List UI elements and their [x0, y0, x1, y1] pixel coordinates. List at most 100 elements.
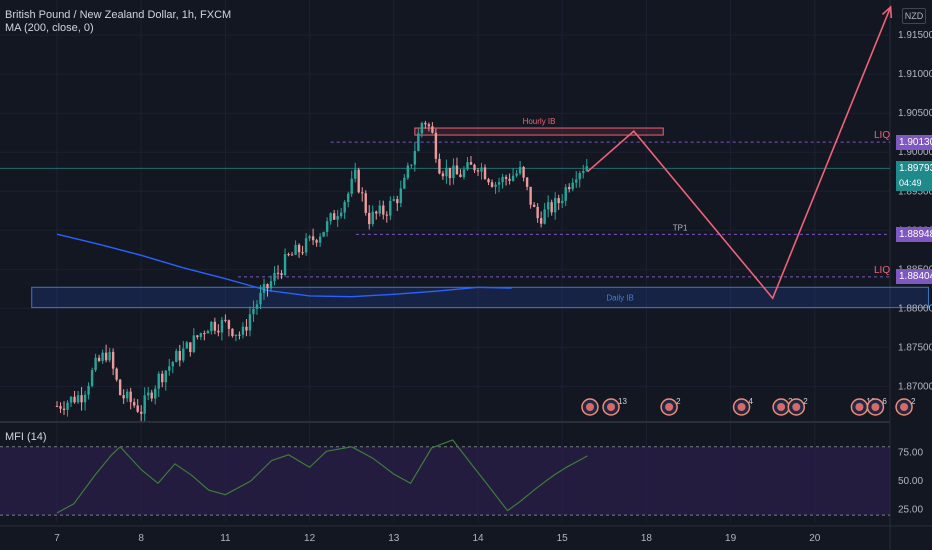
indicator-legend-ma[interactable]: MA (200, close, 0) — [5, 22, 94, 34]
candle-body — [539, 218, 543, 224]
event-count: 6 — [882, 397, 887, 406]
daily-ib-label: Daily IB — [606, 293, 634, 302]
event-flag-dot — [585, 403, 594, 411]
economic-event-flag-icon[interactable]: 2 — [787, 397, 808, 416]
event-markers-layer: 1324221062 — [581, 397, 916, 416]
candle-body — [132, 402, 136, 406]
price-tag-liq-upper: 1.90130 — [896, 134, 932, 150]
candle-body — [434, 132, 438, 159]
candle-body — [522, 166, 525, 178]
candle-body — [234, 334, 238, 337]
candle-body — [364, 193, 367, 213]
candle-body — [147, 392, 150, 396]
symbol-title[interactable]: British Pound / New Zealand Dollar, 1h, … — [5, 9, 232, 21]
candle-body — [452, 165, 455, 179]
candle-body — [318, 236, 322, 243]
candle-body — [301, 252, 304, 254]
candle-body — [308, 236, 311, 239]
candle-body — [445, 167, 448, 177]
candle-body — [255, 304, 259, 309]
time-tick-label: 14 — [472, 533, 484, 544]
price-tick-label: 1.91000 — [898, 69, 932, 80]
candle-body — [83, 394, 87, 403]
candle-body — [315, 240, 318, 243]
time-tick-label: 15 — [557, 533, 569, 544]
candle-body — [154, 388, 157, 399]
candle-body — [224, 319, 227, 321]
candle-body — [217, 330, 220, 333]
candle-body — [220, 319, 224, 333]
candle-body — [238, 334, 241, 336]
candle-body — [294, 244, 297, 255]
candle-body — [389, 200, 392, 216]
candle-body — [546, 202, 550, 210]
candle-body — [487, 179, 490, 183]
time-tick-label: 18 — [641, 533, 653, 544]
candle-body — [441, 173, 445, 177]
candle-body — [182, 348, 185, 361]
candle-body — [322, 231, 325, 237]
candle-body — [210, 321, 213, 332]
price-tick-label: 1.87000 — [898, 381, 932, 392]
economic-event-flag-icon[interactable]: 2 — [660, 397, 681, 416]
economic-event-flag-icon[interactable]: 13 — [602, 397, 627, 416]
candle-body — [368, 212, 371, 225]
candle-body — [385, 214, 388, 216]
candle-body — [427, 124, 431, 127]
liq-label: LIQ — [874, 265, 890, 276]
economic-event-flag-icon[interactable]: 2 — [895, 397, 916, 416]
candle-body — [266, 284, 269, 289]
bar-countdown: 04:49 — [896, 175, 932, 191]
candle-body — [125, 391, 129, 399]
candle-body — [129, 391, 132, 403]
candle-body — [280, 273, 283, 276]
candle-body — [76, 395, 80, 403]
candle-body — [168, 366, 171, 371]
candle-body — [494, 184, 497, 187]
economic-event-flag-icon[interactable]: 4 — [732, 397, 754, 416]
candle-body — [213, 321, 217, 331]
mfi-line — [56, 439, 588, 514]
economic-event-flag-icon[interactable]: 6 — [866, 397, 887, 416]
candle-body — [206, 331, 210, 334]
price-tag-liq-lower: 1.88404 — [896, 269, 932, 285]
candle-body — [269, 281, 273, 289]
candle-body — [438, 158, 441, 174]
candle-body — [504, 176, 508, 179]
candle-body — [361, 192, 364, 194]
mfi-tick-label: 25.00 — [898, 504, 923, 515]
candle-body — [178, 351, 181, 361]
projection-layer — [586, 5, 893, 300]
candle-body — [259, 292, 262, 305]
candle-body — [480, 167, 483, 172]
candle-body — [476, 170, 480, 172]
candle-body — [564, 187, 567, 201]
candle-body — [245, 326, 248, 331]
candle-body — [354, 169, 357, 179]
time-tick-label: 19 — [725, 533, 737, 544]
candle-body — [248, 314, 252, 331]
candle-body — [508, 178, 511, 181]
candle-body — [241, 326, 245, 335]
event-flag-dot — [665, 403, 674, 411]
currency-button[interactable]: NZD — [902, 8, 926, 24]
candle-body — [122, 395, 125, 399]
candle-body — [511, 175, 515, 181]
candle-body — [410, 164, 413, 166]
candle-body — [161, 373, 164, 383]
candle-body — [571, 182, 574, 190]
economic-event-flag-icon[interactable] — [581, 398, 599, 416]
indicator-legend-mfi[interactable]: MFI (14) — [5, 431, 47, 443]
price-tick-label: 1.91500 — [898, 30, 932, 41]
event-flag-dot — [607, 403, 616, 411]
event-count: 2 — [803, 397, 808, 406]
mfi-tick-label: 50.00 — [898, 476, 923, 487]
candle-body — [140, 411, 143, 414]
candle-body — [473, 164, 476, 171]
candle-body — [304, 238, 308, 253]
candle-body — [343, 201, 346, 213]
projection-arrow-head — [881, 5, 893, 19]
candle-body — [189, 342, 192, 352]
candle-body — [108, 351, 111, 361]
